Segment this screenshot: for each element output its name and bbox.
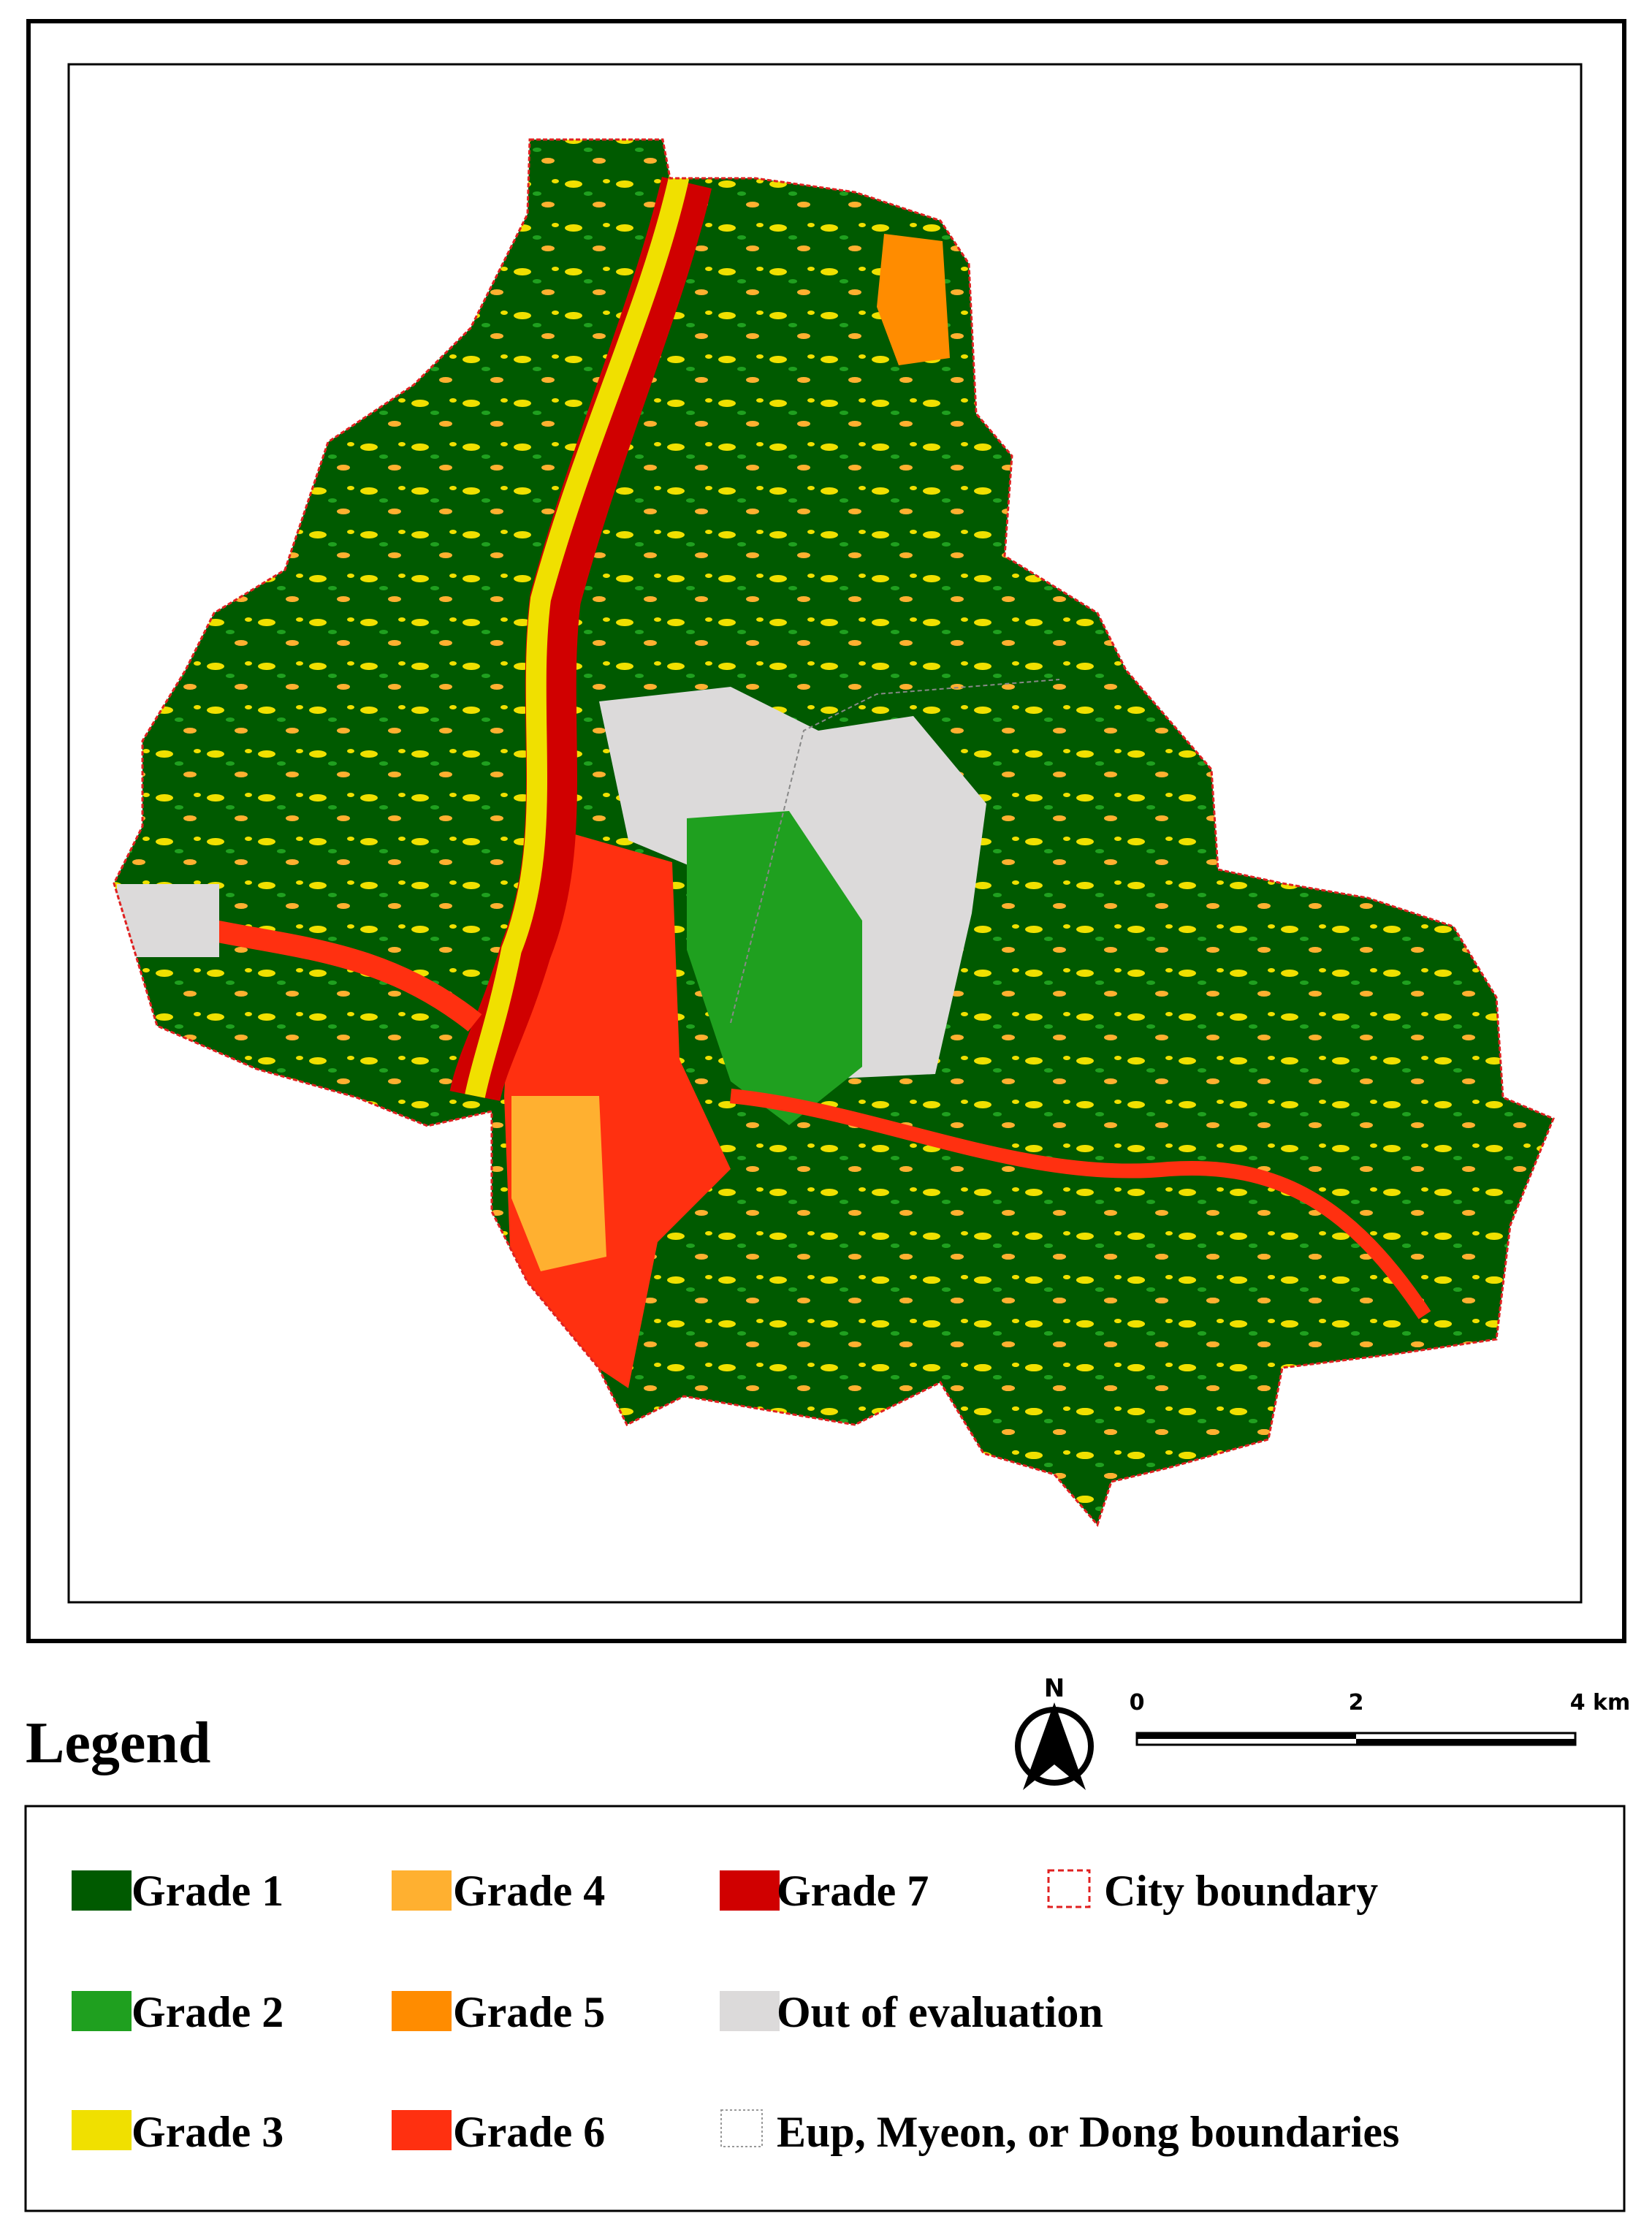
legend-swatch	[720, 1991, 780, 2031]
map	[114, 140, 1553, 1525]
legend-label: Grade 5	[453, 1988, 605, 2036]
legend-swatch	[392, 1991, 452, 2031]
legend-swatch	[720, 2109, 763, 2147]
legend-label: Grade 2	[132, 1988, 283, 2036]
scale-bar: 0 2 4 km	[1130, 1690, 1631, 1746]
legend-swatch	[392, 2110, 452, 2150]
grade-4-area	[511, 1096, 606, 1271]
legend-swatch	[1047, 1869, 1091, 1908]
legend-label: Grade 1	[132, 1867, 283, 1915]
legend-box	[24, 1805, 1626, 2212]
scale-label: 4 km	[1570, 1690, 1631, 1716]
river	[465, 172, 690, 1098]
legend-label: Grade 3	[132, 2108, 283, 2156]
legend-label: Grade 6	[453, 2108, 605, 2156]
mixed-grades	[862, 1242, 1520, 1525]
scale-label: 0	[1130, 1690, 1145, 1716]
grade-2-area	[687, 811, 862, 1125]
legend-swatch	[72, 1991, 132, 2031]
city-boundary	[113, 138, 1555, 1528]
legend-swatch	[720, 1870, 780, 1911]
grade-5-area	[877, 234, 950, 365]
legend-label: Eup, Myeon, or Dong boundaries	[777, 2108, 1399, 2156]
road	[730, 1089, 1431, 1320]
legend-swatch	[72, 1870, 132, 1911]
legend-title: Legend	[26, 1711, 210, 1775]
legend-label: Grade 7	[777, 1867, 929, 1915]
legend-label: City boundary	[1104, 1867, 1378, 1915]
legend: Grade 1 Grade 4 Grade 7 City boundary Gr…	[72, 1867, 1399, 2156]
inner-frame	[67, 63, 1583, 1604]
legend-swatch	[72, 2110, 132, 2150]
district-boundary	[730, 679, 1060, 1024]
legend-label: Grade 4	[453, 1867, 605, 1915]
legend-swatch	[392, 1870, 452, 1911]
north-label: N	[1044, 1674, 1065, 1703]
north-arrow: N	[1015, 1674, 1094, 1790]
scale-label: 2	[1349, 1690, 1364, 1716]
legend-label: Out of evaluation	[777, 1988, 1103, 2036]
out-of-evaluation	[117, 884, 219, 957]
outer-frame	[26, 19, 1626, 1643]
